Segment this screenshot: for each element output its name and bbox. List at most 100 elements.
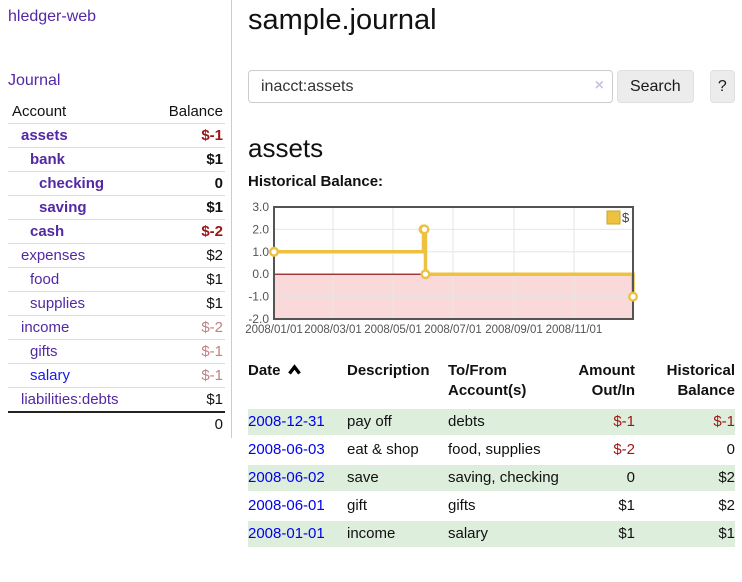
- transaction-date-link[interactable]: 2008-01-01: [248, 525, 325, 542]
- account-row: expenses $2: [8, 243, 225, 268]
- sidebar-account-link[interactable]: checking: [39, 175, 105, 192]
- search-input-wrapper: ×: [248, 70, 613, 103]
- sidebar-account-link[interactable]: liabilities:debts: [21, 391, 119, 408]
- account-row: supplies $1: [8, 291, 225, 316]
- clear-search-icon[interactable]: ×: [594, 77, 604, 94]
- search-button[interactable]: Search: [617, 70, 694, 103]
- sidebar-account-link[interactable]: cash: [30, 223, 65, 240]
- register-table-header: Date Description To/From Account(s) Amou…: [248, 361, 735, 408]
- transaction-date-link[interactable]: 2008-06-02: [248, 469, 325, 486]
- account-name-cell: saving: [8, 196, 145, 220]
- main-content: sample.journal × Search ? assets Histori…: [245, 0, 735, 547]
- description-column-header: Description: [347, 362, 430, 379]
- transaction-amount: $-1: [613, 413, 635, 430]
- svg-text:1.0: 1.0: [252, 245, 269, 259]
- account-heading: assets: [248, 133, 324, 163]
- transaction-accounts: gifts: [448, 497, 476, 514]
- transaction-description: pay off: [347, 413, 392, 430]
- transaction-accounts: food, supplies: [448, 441, 541, 458]
- sidebar-account-link[interactable]: salary: [30, 367, 71, 384]
- sidebar-account-link[interactable]: supplies: [30, 295, 86, 312]
- transaction-description: save: [347, 469, 379, 486]
- account-balance: $1: [206, 151, 223, 168]
- svg-text:2008/05/01: 2008/05/01: [364, 324, 422, 336]
- amount-column-header: Amount Out/In: [578, 362, 635, 399]
- help-button[interactable]: ?: [709, 70, 735, 103]
- transaction-accounts: salary: [448, 525, 489, 542]
- table-row[interactable]: 2008-06-01 gift gifts $1 $2: [248, 492, 735, 520]
- account-row: assets $-1: [8, 123, 225, 148]
- total-spacer: [8, 412, 145, 436]
- account-row: income $-2: [8, 315, 225, 340]
- transaction-amount: $1: [618, 525, 635, 542]
- account-balance: $1: [206, 271, 223, 288]
- date-column-header[interactable]: Date: [248, 361, 347, 408]
- accounts-table-header: Account Balance: [8, 100, 225, 124]
- table-row[interactable]: 2008-12-31 pay off debts $-1 $-1: [248, 408, 735, 436]
- historical-balance-chart: $3.0 2.0 1.0 0.0 -1.0 -2.0 2008/01/01 2008/03/0…: [245, 200, 735, 336]
- account-name-cell: salary: [8, 364, 145, 388]
- svg-text:3.0: 3.0: [252, 200, 269, 214]
- search-input[interactable]: [248, 70, 613, 103]
- transaction-accounts: saving, checking: [448, 469, 559, 486]
- table-row[interactable]: 2008-01-01 income salary $1 $1: [248, 520, 735, 547]
- sort-ascending-icon: [287, 362, 302, 382]
- account-row: liabilities:debts $1: [8, 387, 225, 413]
- transaction-date-cell: 2008-01-01: [248, 520, 347, 547]
- account-row: salary $-1: [8, 363, 225, 388]
- sidebar-account-link[interactable]: income: [21, 319, 70, 336]
- transaction-balance: 0: [726, 441, 735, 458]
- transaction-date-link[interactable]: 2008-06-01: [248, 497, 325, 514]
- account-row: saving $1: [8, 195, 225, 220]
- sidebar-account-link[interactable]: expenses: [21, 247, 86, 264]
- svg-text:2008/01/01: 2008/01/01: [245, 324, 303, 336]
- transaction-amount: $1: [618, 497, 635, 514]
- sidebar-account-link[interactable]: assets: [21, 127, 68, 144]
- account-name-cell: bank: [8, 148, 145, 172]
- account-name-cell: gifts: [8, 340, 145, 364]
- svg-text:2008/03/01: 2008/03/01: [304, 324, 362, 336]
- svg-text:2008/07/01: 2008/07/01: [424, 324, 482, 336]
- account-row: gifts $-1: [8, 339, 225, 364]
- table-row[interactable]: 2008-06-02 save saving, checking 0 $2: [248, 464, 735, 492]
- svg-text:-2.0: -2.0: [248, 312, 269, 326]
- transaction-date-cell: 2008-06-03: [248, 436, 347, 464]
- svg-text:$: $: [622, 210, 630, 225]
- svg-text:0.0: 0.0: [252, 267, 269, 281]
- transaction-description: income: [347, 525, 396, 542]
- account-balance: 0: [214, 175, 223, 192]
- sidebar-account-link[interactable]: food: [30, 271, 60, 288]
- account-balance: $1: [206, 199, 223, 216]
- sidebar-account-link[interactable]: saving: [39, 199, 87, 216]
- account-balance: $-2: [201, 319, 223, 336]
- account-row: cash $-2: [8, 219, 225, 244]
- balance-column-header: Historical Balance: [666, 362, 735, 399]
- transaction-description: eat & shop: [347, 441, 419, 458]
- sidebar-item-journal[interactable]: Journal: [8, 72, 61, 89]
- sidebar-account-link[interactable]: bank: [30, 151, 66, 168]
- accounts-balance-table: Account Balance assets $-1 bank $1 checking 0…: [8, 100, 225, 436]
- account-balance: $1: [206, 295, 223, 312]
- svg-text:2008/11/01: 2008/11/01: [546, 324, 603, 336]
- account-balance: $2: [206, 247, 223, 264]
- transaction-date-cell: 2008-06-02: [248, 464, 347, 492]
- account-balance: $1: [206, 391, 223, 408]
- table-row[interactable]: 2008-06-03 eat & shop food, supplies $-2 0: [248, 436, 735, 464]
- account-name-cell: liabilities:debts: [8, 388, 145, 413]
- account-name-cell: assets: [8, 124, 145, 148]
- page-title: sample.journal: [248, 4, 437, 36]
- accounts-total-row: 0: [8, 412, 225, 436]
- historical-balance-label: Historical Balance:: [248, 173, 384, 190]
- transaction-date-link[interactable]: 2008-12-31: [248, 413, 325, 430]
- account-balance: $-1: [201, 367, 223, 384]
- transaction-balance: $2: [718, 497, 735, 514]
- transaction-date-link[interactable]: 2008-06-03: [248, 441, 325, 458]
- app-title-link[interactable]: hledger-web: [8, 8, 97, 25]
- account-name-cell: supplies: [8, 292, 145, 316]
- balance-column-header: Balance: [168, 103, 223, 120]
- sidebar-account-link[interactable]: gifts: [30, 343, 58, 360]
- transaction-date-cell: 2008-06-01: [248, 492, 347, 520]
- transaction-amount: $-2: [613, 441, 635, 458]
- transaction-balance: $2: [718, 469, 735, 486]
